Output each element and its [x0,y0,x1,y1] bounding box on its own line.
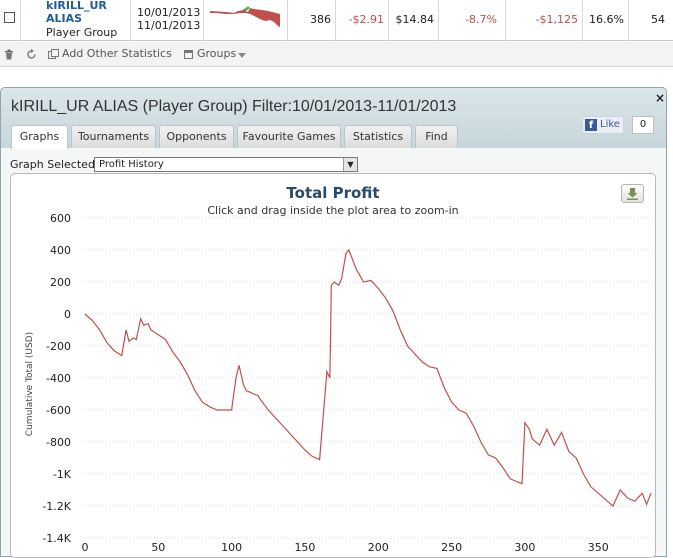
tab-find[interactable]: Find [415,125,458,148]
graph-selected-label: Graph Selected: [10,158,99,171]
y-tick-label: -600 [46,404,71,417]
vpip-cell: 16.6% [583,0,629,41]
x-axis-ticks: 0 50 100 150 200 250 300 350 [82,541,609,554]
tab-opponents[interactable]: Opponents [159,125,234,148]
refresh-icon[interactable] [26,49,37,60]
grid-layer [85,217,651,539]
y-tick-label: 400 [50,244,71,257]
download-icon [627,188,638,200]
y-axis-ticks: 600 400 200 0 -200 -400 -600 -800 -1K -1.2K -1.4K [42,212,71,545]
x-tick-label: 0 [82,541,89,554]
chart-title: Total Profit [286,184,379,202]
profit-series-line[interactable] [84,248,652,507]
player-type-label: Player Group [46,26,118,39]
summary-row: kIRILL_UR ALIAS Player Group 10/01/2013 … [0,0,673,41]
graph-select-value: Profit History [99,159,164,170]
y-tick-label: -1K [53,468,72,481]
sparkline-cell [204,0,288,41]
chevron-down-icon[interactable]: ▼ [343,158,357,171]
panel-title: kIRILL_UR ALIAS (Player Group) Filter:10… [11,98,457,115]
y-tick-label: -200 [46,340,71,353]
chart-subtitle: Click and drag inside the plot area to z… [207,204,458,217]
y-tick-label: 0 [64,308,71,321]
vpip-value: 16.6% [589,13,624,26]
groups-button[interactable]: Groups [197,47,237,60]
last-cell: 54 [629,0,673,41]
x-tick-label: 200 [368,541,389,554]
groups-icon [184,50,193,59]
profit-chart[interactable]: Total Profit Click and drag inside the p… [11,174,656,558]
bb-cell: -$2.91 [336,0,389,41]
tab-statistics[interactable]: Statistics [344,125,412,148]
trash-icon[interactable] [4,49,14,60]
y-tick-label: 600 [50,212,71,225]
y-tick-label: -800 [46,436,71,449]
date-from: 10/01/2013 [137,6,201,19]
download-button[interactable] [621,184,644,203]
date-cell: 10/01/2013 11/01/2013 [131,0,204,41]
chart-container: Total Profit Click and drag inside the p… [10,173,656,558]
checkbox-cell [0,0,21,41]
facebook-like-count: 0 [632,116,654,134]
series-layer [84,248,652,507]
last-col-value: 54 [651,13,665,26]
x-tick-label: 350 [588,541,609,554]
graph-select-dropdown[interactable]: Profit History ▼ [94,157,358,172]
win-pct-value: -8.7% [465,13,497,26]
profit-sparkline [210,6,280,27]
tab-tournaments[interactable]: Tournaments [71,125,156,148]
facebook-icon: f [585,119,597,131]
x-tick-label: 50 [151,541,165,554]
bb-per-100-value: -$2.91 [348,13,384,26]
y-tick-label: -400 [46,372,71,385]
x-tick-label: 300 [514,541,535,554]
y-tick-label: 200 [50,276,71,289]
chevron-down-icon[interactable] [238,53,246,58]
y-tick-label: -1.2K [42,500,71,513]
add-stats-button[interactable]: Add Other Statistics [62,47,172,60]
rake-cell: $14.84 [389,0,439,41]
facebook-like-button[interactable]: f Like [582,116,624,134]
y-axis-label: Cumulative Total (USD) [25,332,35,436]
close-icon[interactable]: × [655,91,666,105]
player-panel: kIRILL_UR ALIAS (Player Group) Filter:10… [0,87,667,558]
rake-value: $14.84 [395,13,435,26]
winpct-cell: -8.7% [439,0,506,41]
x-tick-label: 250 [441,541,462,554]
add-stats-icon [48,49,59,59]
tab-graphs[interactable]: Graphs [11,125,68,149]
date-to: 11/01/2013 [137,19,201,32]
row-checkbox[interactable] [4,12,15,23]
y-tick-label: -1.4K [42,532,71,545]
player-cell: kIRILL_UR ALIAS Player Group [21,0,131,41]
hands-value: 386 [310,13,331,26]
panel-header: kIRILL_UR ALIAS (Player Group) Filter:10… [1,88,666,149]
hands-cell: 386 [288,0,336,41]
toolbar: Add Other Statistics Groups [0,42,673,67]
tab-favourite-games[interactable]: Favourite Games [237,125,341,148]
x-tick-label: 100 [221,541,242,554]
player-name-link[interactable]: kIRILL_UR ALIAS [46,0,107,25]
total-won-value: -$1,125 [535,13,578,26]
facebook-like-label: Like [600,119,620,130]
x-tick-label: 150 [294,541,315,554]
total-won-cell: -$1,125 [506,0,583,41]
